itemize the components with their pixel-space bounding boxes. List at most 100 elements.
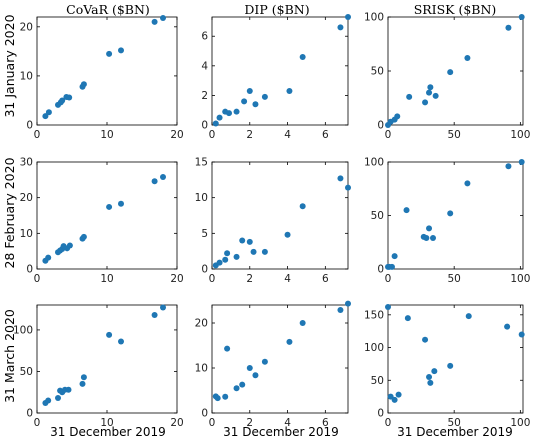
x-tick-label: 6	[322, 273, 329, 285]
x-tick-label: 6	[322, 417, 329, 429]
y-tick-label: 5	[201, 228, 208, 240]
y-tick-label: 50	[371, 375, 384, 387]
y-tick-label: 50	[371, 210, 384, 222]
data-point	[252, 101, 259, 108]
data-point	[464, 180, 471, 187]
x-tick-label: 0	[209, 273, 216, 285]
data-point	[233, 253, 240, 260]
data-point	[151, 18, 158, 25]
data-point	[106, 331, 113, 338]
x-tick-label: 4	[284, 129, 291, 141]
y-tick-label: 10	[195, 192, 208, 204]
data-point	[504, 323, 511, 330]
data-point	[286, 87, 293, 94]
axes-box	[387, 304, 524, 414]
x-tick-label: 2	[246, 273, 253, 285]
data-point	[430, 234, 436, 241]
x-axis-label-col2: 31 December 2019	[223, 425, 339, 439]
row-title-february: 28 February 2020	[2, 157, 17, 268]
col-title-srisk: SRISK ($BN)	[414, 2, 497, 17]
axes-box	[211, 304, 349, 414]
data-point	[239, 237, 246, 244]
data-point	[79, 380, 86, 387]
panel-1-1: 0 10 20 0 10 20	[20, 14, 184, 141]
data-point	[214, 395, 221, 402]
panel-2-3: 0 50 100 0 50 100	[364, 157, 530, 286]
data-point	[59, 97, 66, 104]
axes-box	[211, 16, 349, 126]
data-point	[80, 233, 87, 240]
y-tick-label: 0	[377, 408, 384, 420]
data-point	[151, 178, 158, 185]
x-axis-label-col1: 31 December 2019	[50, 425, 166, 439]
row-title-march: 31 March 2020	[2, 309, 17, 403]
data-point	[423, 234, 430, 241]
x-tick-label: 4	[284, 417, 291, 429]
y-tick-label: 0	[201, 408, 208, 420]
data-point	[106, 50, 113, 57]
data-point	[286, 338, 293, 345]
data-point	[80, 81, 87, 88]
data-point	[299, 203, 306, 210]
axes-box	[387, 16, 524, 126]
data-point	[45, 397, 52, 404]
x-tick-label: 100	[510, 129, 530, 141]
y-tick-label: 20	[20, 21, 33, 33]
data-point	[447, 69, 454, 76]
x-tick-label: 20	[170, 417, 183, 429]
data-point	[222, 256, 229, 263]
data-point	[518, 331, 525, 338]
data-point	[447, 210, 454, 217]
y-tick-label: 100	[364, 12, 384, 24]
axes-box	[36, 16, 178, 126]
data-point	[426, 374, 433, 380]
data-point	[224, 250, 231, 257]
col-title-dip: DIP ($BN)	[244, 2, 309, 17]
x-tick-label: 0	[209, 129, 216, 141]
y-tick-label: 30	[20, 157, 33, 169]
x-axis-label-col3: 31 December 2019	[397, 425, 513, 439]
y-tick-label: 10	[20, 228, 33, 240]
data-point	[261, 358, 268, 365]
data-point	[404, 315, 411, 322]
y-tick-label: 50	[20, 366, 33, 378]
data-point	[226, 110, 232, 117]
x-tick-label: 10	[100, 129, 113, 141]
data-point	[118, 200, 124, 207]
data-point	[42, 113, 49, 120]
y-tick-label: 50	[371, 66, 384, 78]
data-point	[252, 372, 259, 379]
y-tick-label: 4	[201, 60, 208, 72]
panel-3-2: 0 2 4 6 0 10 20	[195, 300, 351, 429]
data-point	[222, 393, 229, 400]
x-tick-label: 2	[246, 129, 253, 141]
data-point	[299, 320, 306, 326]
data-point	[212, 120, 219, 127]
data-point	[233, 108, 240, 115]
y-tick-label: 0	[201, 264, 208, 276]
data-point	[45, 254, 52, 261]
data-point	[518, 159, 525, 165]
x-tick-label: 20	[170, 273, 183, 285]
data-point	[250, 248, 257, 255]
data-point	[337, 24, 344, 31]
data-point	[216, 259, 223, 266]
data-point	[387, 393, 394, 400]
data-point	[284, 231, 291, 238]
data-point	[299, 53, 306, 60]
y-tick-label: 100	[364, 342, 384, 354]
x-tick-label: 100	[510, 273, 530, 285]
x-tick-label: 0	[34, 129, 41, 141]
data-point	[426, 89, 433, 96]
x-tick-label: 0	[34, 273, 41, 285]
y-tick-label: 20	[195, 318, 208, 330]
x-tick-label: 0	[209, 417, 216, 429]
data-point	[427, 84, 434, 91]
data-point	[422, 336, 429, 343]
y-tick-label: 6	[201, 31, 208, 43]
data-point	[505, 163, 512, 170]
panel-2-1: 0 10 20 0 10 20 30	[20, 157, 184, 286]
x-tick-label: 20	[170, 129, 183, 141]
axes-box	[387, 161, 524, 270]
data-point	[345, 300, 351, 307]
